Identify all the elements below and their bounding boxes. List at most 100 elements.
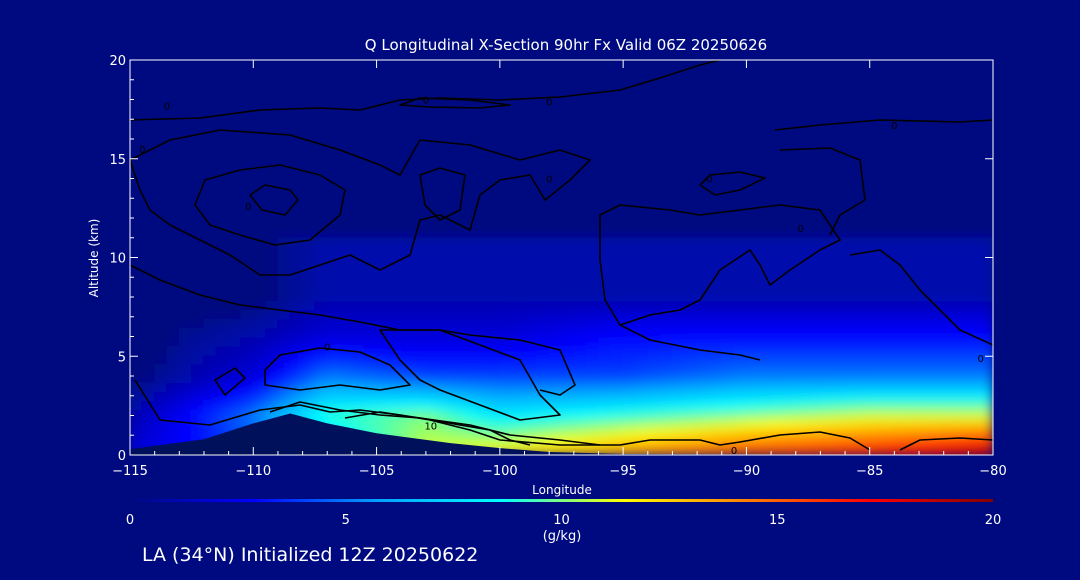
field-cell <box>561 336 575 347</box>
field-cell <box>622 291 636 302</box>
field-cell <box>832 336 846 347</box>
field-cell <box>708 282 723 293</box>
field-cell <box>462 391 476 402</box>
field-cell <box>943 273 957 284</box>
field-cell <box>684 318 698 329</box>
field-cell <box>856 237 871 248</box>
field-cell <box>807 309 821 320</box>
field-cell <box>462 373 476 384</box>
field-cell <box>499 246 513 257</box>
field-cell <box>918 382 932 393</box>
field-cell <box>499 255 513 266</box>
field-cell <box>610 291 624 302</box>
field-cell <box>733 373 747 384</box>
field-cell <box>659 237 673 248</box>
field-cell <box>141 418 156 429</box>
field-cell <box>536 354 550 365</box>
field-cell <box>955 427 969 438</box>
field-cell <box>191 427 205 438</box>
field-cell <box>918 318 932 329</box>
field-cell <box>474 354 489 365</box>
field-cell <box>597 327 612 338</box>
field-cell <box>795 418 809 429</box>
field-cell <box>400 282 415 293</box>
field-cell <box>154 373 168 384</box>
field-cell <box>548 273 562 284</box>
field-cell <box>745 309 760 320</box>
field-cell <box>967 237 982 248</box>
field-cell <box>462 318 476 329</box>
field-cell <box>918 300 932 311</box>
field-cell <box>178 427 193 438</box>
field-cell <box>869 418 883 429</box>
field-cell <box>832 318 846 329</box>
field-cell <box>758 436 772 447</box>
field-cell <box>413 418 427 429</box>
field-cell <box>622 445 636 455</box>
field-cell <box>314 400 328 411</box>
field-cell <box>844 345 858 356</box>
field-cell <box>893 418 908 429</box>
field-cell <box>339 336 353 347</box>
field-cell <box>339 327 353 338</box>
field-cell <box>980 246 993 257</box>
field-cell <box>770 282 784 293</box>
field-cell <box>918 336 932 347</box>
field-cell <box>758 282 772 293</box>
field-cell <box>980 445 993 455</box>
field-cell <box>684 300 698 311</box>
field-cell <box>450 282 464 293</box>
field-cell <box>696 327 710 338</box>
field-cell <box>893 391 908 402</box>
field-cell <box>561 264 575 275</box>
field-cell <box>573 418 587 429</box>
field-cell <box>413 400 427 411</box>
field-cell <box>819 427 834 438</box>
field-cell <box>844 363 858 375</box>
field-cell <box>388 255 402 266</box>
field-cell <box>277 237 291 248</box>
field-cell <box>511 300 526 311</box>
field-cell <box>573 246 587 257</box>
contour-line <box>774 119 993 131</box>
field-cell <box>450 409 464 420</box>
field-cell <box>795 400 809 411</box>
field-cell <box>388 273 402 284</box>
field-cell <box>807 327 821 338</box>
field-cell <box>573 427 587 438</box>
field-cell <box>536 400 550 411</box>
field-cell <box>708 363 723 375</box>
field-cell <box>178 400 193 411</box>
field-cell <box>758 354 772 365</box>
field-cell <box>314 255 328 266</box>
field-cell <box>215 391 230 402</box>
field-cell <box>856 382 871 393</box>
field-cell <box>795 255 809 266</box>
field-cell <box>351 409 365 420</box>
field-cell <box>302 273 316 284</box>
field-cell <box>869 436 883 447</box>
field-cell <box>696 273 710 284</box>
field-cell <box>548 336 562 347</box>
field-cell <box>659 336 673 347</box>
colorbar-unit-label: (g/kg) <box>543 529 582 544</box>
field-cell <box>967 255 982 266</box>
field-cell <box>400 391 415 402</box>
field-cell <box>265 373 279 384</box>
field-cell <box>536 300 550 311</box>
field-cell <box>881 300 895 311</box>
field-cell <box>425 418 439 429</box>
field-cell <box>832 436 846 447</box>
contour-line <box>619 324 761 361</box>
field-cell <box>339 363 353 375</box>
field-cell <box>462 354 476 365</box>
field-cell <box>499 327 513 338</box>
field-cell <box>203 373 217 384</box>
field-cell <box>191 391 205 402</box>
field-cell <box>967 409 982 420</box>
field-cell <box>930 264 945 275</box>
field-cell <box>881 336 895 347</box>
field-cell <box>893 336 908 347</box>
field-cell <box>622 418 636 429</box>
field-cell <box>363 255 378 266</box>
